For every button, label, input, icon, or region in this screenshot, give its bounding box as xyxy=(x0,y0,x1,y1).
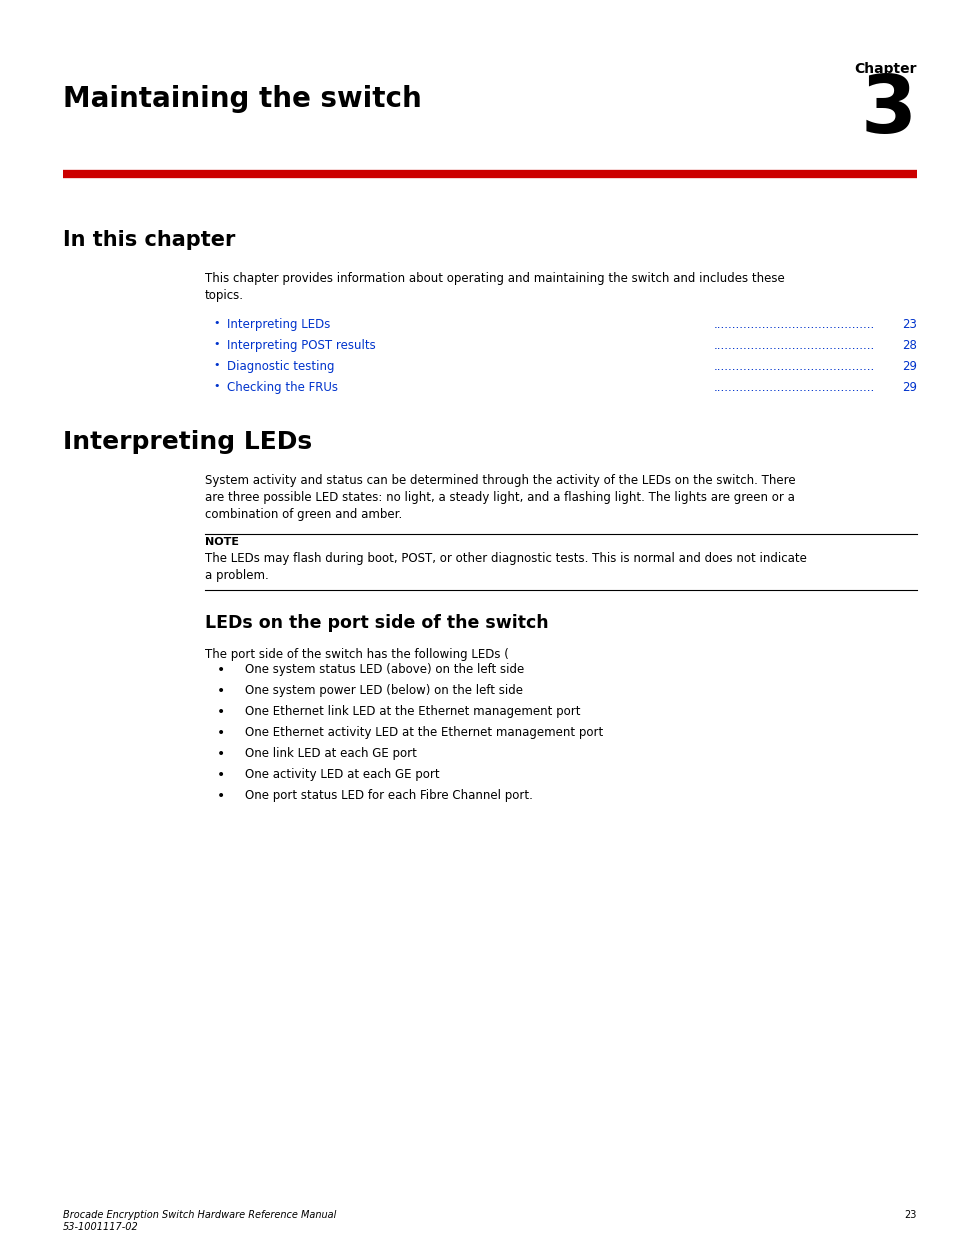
Text: •: • xyxy=(216,663,225,677)
Text: 23: 23 xyxy=(902,317,916,331)
Text: Interpreting LEDs: Interpreting LEDs xyxy=(63,430,312,454)
Text: •: • xyxy=(216,747,225,761)
Text: 53-1001117-02: 53-1001117-02 xyxy=(63,1221,138,1233)
Text: •: • xyxy=(213,359,219,370)
Text: One link LED at each GE port: One link LED at each GE port xyxy=(245,747,416,760)
Text: Brocade Encryption Switch Hardware Reference Manual: Brocade Encryption Switch Hardware Refer… xyxy=(63,1210,336,1220)
Text: In this chapter: In this chapter xyxy=(63,230,235,249)
Text: NOTE: NOTE xyxy=(205,537,239,547)
Text: Interpreting POST results: Interpreting POST results xyxy=(227,338,375,352)
Text: ...........................................: ........................................… xyxy=(713,338,874,352)
Text: •: • xyxy=(216,789,225,803)
Text: Diagnostic testing: Diagnostic testing xyxy=(227,359,335,373)
Text: One Ethernet activity LED at the Ethernet management port: One Ethernet activity LED at the Etherne… xyxy=(245,726,602,739)
Text: Chapter: Chapter xyxy=(854,62,916,77)
Text: •: • xyxy=(216,705,225,719)
Text: System activity and status can be determined through the activity of the LEDs on: System activity and status can be determ… xyxy=(205,474,795,521)
Text: •: • xyxy=(216,768,225,782)
Text: One activity LED at each GE port: One activity LED at each GE port xyxy=(245,768,439,781)
Text: ...........................................: ........................................… xyxy=(713,317,874,331)
Text: This chapter provides information about operating and maintaining the switch and: This chapter provides information about … xyxy=(205,272,784,303)
Text: One system status LED (above) on the left side: One system status LED (above) on the lef… xyxy=(245,663,524,676)
Text: •: • xyxy=(213,317,219,329)
Text: Checking the FRUs: Checking the FRUs xyxy=(227,382,337,394)
Text: One Ethernet link LED at the Ethernet management port: One Ethernet link LED at the Ethernet ma… xyxy=(245,705,579,718)
Text: 28: 28 xyxy=(902,338,916,352)
Text: One port status LED for each Fibre Channel port.: One port status LED for each Fibre Chann… xyxy=(245,789,533,802)
Text: 3: 3 xyxy=(861,72,916,149)
Text: Interpreting LEDs: Interpreting LEDs xyxy=(227,317,330,331)
Text: •: • xyxy=(213,338,219,350)
Text: •: • xyxy=(213,382,219,391)
Text: 29: 29 xyxy=(901,359,916,373)
Text: ...........................................: ........................................… xyxy=(713,359,874,373)
Text: •: • xyxy=(216,726,225,740)
Text: •: • xyxy=(216,684,225,698)
Text: Maintaining the switch: Maintaining the switch xyxy=(63,85,421,112)
Text: LEDs on the port side of the switch: LEDs on the port side of the switch xyxy=(205,614,548,632)
Text: The port side of the switch has the following LEDs (: The port side of the switch has the foll… xyxy=(205,648,508,661)
Text: 23: 23 xyxy=(903,1210,916,1220)
Text: 29: 29 xyxy=(901,382,916,394)
Text: ...........................................: ........................................… xyxy=(713,382,874,394)
Text: One system power LED (below) on the left side: One system power LED (below) on the left… xyxy=(245,684,522,697)
Text: The LEDs may flash during boot, POST, or other diagnostic tests. This is normal : The LEDs may flash during boot, POST, or… xyxy=(205,552,806,582)
